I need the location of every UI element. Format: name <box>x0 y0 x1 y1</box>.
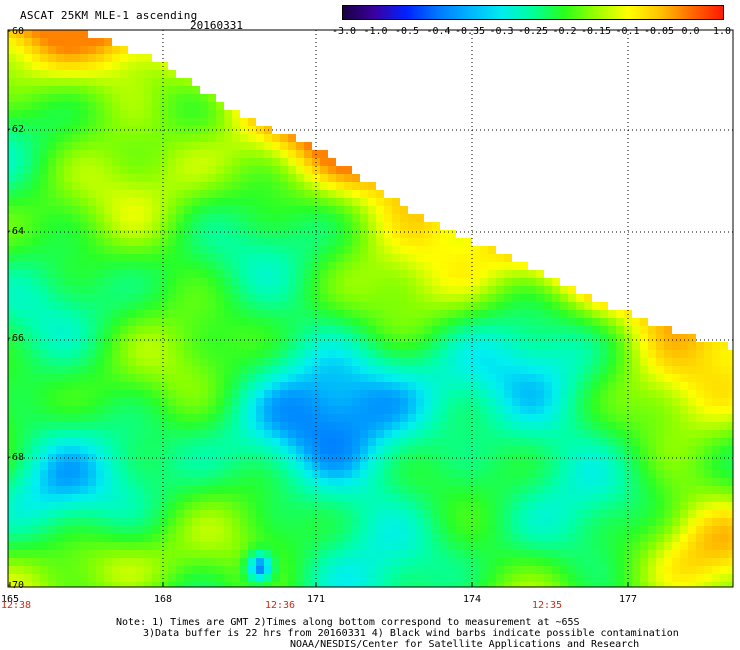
colorbar-tick-label: -0.35 <box>454 26 486 37</box>
product-date: 20160331 <box>190 19 243 32</box>
lat-label-70: -70 <box>6 580 25 591</box>
time-label-1236: 12:36 <box>264 600 296 611</box>
colorbar-tick-label: -0.05 <box>643 26 675 37</box>
map-frame <box>7 29 734 588</box>
lon-label-177: 177 <box>618 594 638 605</box>
time-label-1238: 12:38 <box>0 600 32 611</box>
colorbar-tick-label: -0.15 <box>580 26 612 37</box>
footnote-line-3: NOAA/NESDIS/Center for Satellite Applica… <box>290 639 640 650</box>
lat-label-68: -68 <box>6 452 25 463</box>
colorbar <box>342 5 724 20</box>
lat-label-62: -62 <box>6 124 25 135</box>
colorbar-labels: -3.0 -1.0 -0.5 -0.4 -0.35 -0.3 -0.25 -0.2 -0.15-… <box>330 26 740 38</box>
colorbar-tick-label: -1.0 <box>363 26 388 37</box>
colorbar-tick-label: -0.1 <box>615 26 640 37</box>
colorbar-tick-label: -0.3 <box>489 26 514 37</box>
mle-data-grid <box>8 30 733 587</box>
lat-label-60: -60 <box>6 26 25 37</box>
colorbar-tick-label: -0.5 <box>394 26 420 37</box>
lon-label-165: 165 <box>0 594 20 605</box>
product-title: ASCAT 25KM MLE-1 ascending <box>20 9 198 22</box>
colorbar-tick-label: 0.0 <box>681 26 700 37</box>
footnote-line-2: 3)Data buffer is 22 hrs from 20160331 4)… <box>143 628 679 639</box>
lon-label-174: 174 <box>462 594 482 605</box>
time-label-1235: 12:35 <box>531 600 563 611</box>
colorbar-tick-label: -0.4 <box>426 26 451 37</box>
lon-label-168: 168 <box>153 594 173 605</box>
lat-label-64: -64 <box>6 226 25 237</box>
colorbar-tick-label: -0.25 <box>517 26 549 37</box>
colorbar-tick-label: -3.0 <box>331 26 357 37</box>
footnote-line-1: Note: 1) Times are GMT 2)Times along bot… <box>116 617 580 628</box>
colorbar-tick-label: -0.2 <box>552 26 577 37</box>
lon-label-171: 171 <box>306 594 326 605</box>
lat-lon-gridlines <box>8 30 733 587</box>
lat-label-66: -66 <box>6 333 25 344</box>
colorbar-tick-label: 1.0 <box>712 26 732 37</box>
